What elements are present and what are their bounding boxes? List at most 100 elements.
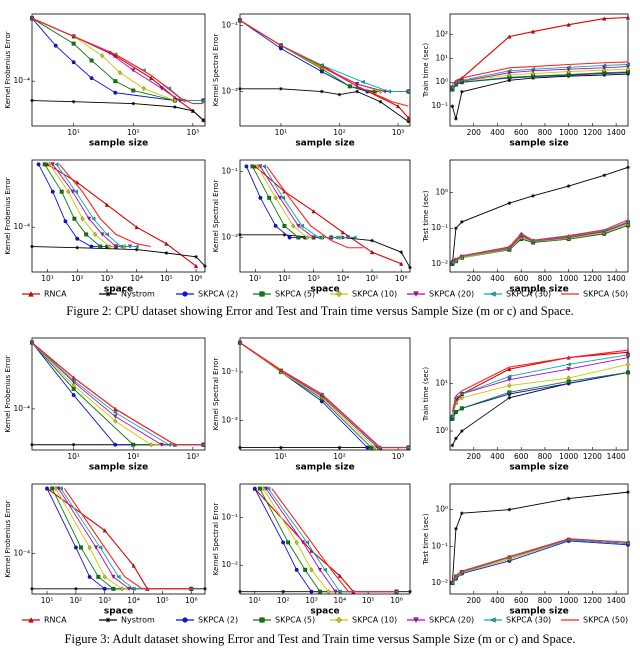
x-tick-label: 10⁶ xyxy=(395,274,408,283)
legend-marker xyxy=(182,617,188,623)
data-point xyxy=(100,232,105,237)
x-tick-label: 400 xyxy=(490,128,505,137)
data-point xyxy=(177,98,182,103)
data-point xyxy=(450,580,455,585)
series-line xyxy=(254,488,397,593)
data-point xyxy=(334,235,339,240)
y-tick-label: 10⁻¹ xyxy=(221,167,238,176)
series-line xyxy=(31,342,204,446)
data-point xyxy=(194,264,199,269)
x-tick-label: 400 xyxy=(490,274,505,283)
data-point xyxy=(113,244,118,249)
data-point xyxy=(201,98,206,103)
data-point xyxy=(45,486,50,491)
x-tick-label: 10¹ xyxy=(249,596,262,605)
data-point xyxy=(89,58,94,63)
data-point xyxy=(73,189,78,194)
x-tick-label: 10⁵ xyxy=(160,274,173,283)
data-point xyxy=(566,496,571,501)
data-point xyxy=(507,201,512,205)
series-line xyxy=(51,488,192,590)
x-tick-label: 400 xyxy=(490,452,505,461)
plot-frame xyxy=(449,159,629,273)
data-point xyxy=(326,589,331,595)
x-tick-label: 10⁴ xyxy=(337,274,350,283)
legend-label: SKPCA (50) xyxy=(583,290,628,299)
data-point xyxy=(141,85,146,91)
data-point xyxy=(279,87,283,91)
data-point xyxy=(408,265,412,270)
x-tick-label: 10² xyxy=(70,596,83,605)
data-point xyxy=(111,574,116,579)
series-line xyxy=(451,539,629,584)
series-line xyxy=(240,88,409,122)
y-tick-label: 10⁻¹ xyxy=(431,541,448,550)
plot-frame xyxy=(239,13,411,127)
legend-marker xyxy=(259,291,265,297)
series-line xyxy=(31,342,204,446)
data-point xyxy=(626,370,630,375)
data-point xyxy=(360,79,365,84)
y-axis-label: Test time (sec) xyxy=(422,190,430,243)
data-point xyxy=(365,445,370,450)
data-point xyxy=(134,225,139,230)
data-point xyxy=(87,574,92,579)
data-point xyxy=(173,105,177,109)
series-line xyxy=(60,488,192,590)
data-point xyxy=(116,574,121,579)
data-point xyxy=(58,486,63,491)
y-axis-label: Kernel Frobenius Error xyxy=(4,500,12,577)
legend-label: SKPCA (30) xyxy=(506,290,551,299)
series-line xyxy=(263,166,355,238)
data-point xyxy=(87,545,92,551)
data-point xyxy=(309,589,314,594)
y-tick-label: 10⁻¹ xyxy=(221,512,238,521)
data-point xyxy=(134,247,139,252)
series-line xyxy=(239,342,409,449)
x-tick-label: 10¹ xyxy=(275,128,288,137)
x-tick-label: 200 xyxy=(467,274,482,283)
x-tick-label: 200 xyxy=(467,128,482,137)
data-point xyxy=(54,162,59,167)
data-point xyxy=(626,66,630,72)
x-tick-label: 1400 xyxy=(607,452,626,461)
x-tick-label: 10² xyxy=(127,128,140,137)
series-line xyxy=(452,222,629,263)
data-point xyxy=(149,76,154,81)
series-line xyxy=(31,342,204,446)
data-point xyxy=(460,220,464,224)
data-point xyxy=(104,202,109,207)
y-tick-label: 10¹ xyxy=(435,378,448,387)
y-axis-label: Test time (sec) xyxy=(422,513,430,566)
x-tick-label: 200 xyxy=(467,452,482,461)
data-point xyxy=(131,563,136,568)
data-point xyxy=(50,162,55,167)
data-point xyxy=(277,195,282,200)
data-point xyxy=(53,485,58,491)
x-tick-label: 800 xyxy=(538,274,553,283)
x-axis-label: sample size xyxy=(509,607,568,617)
legend-marker xyxy=(259,617,265,623)
x-tick-label: 10³ xyxy=(187,452,200,461)
data-point xyxy=(30,98,34,103)
x-tick-label: 10⁴ xyxy=(127,596,140,605)
data-point xyxy=(71,99,76,104)
x-tick-label: 10² xyxy=(277,596,290,605)
legend-label: SKPCA (10) xyxy=(352,290,397,299)
series-line xyxy=(254,165,402,265)
series-line xyxy=(46,488,192,590)
data-point xyxy=(172,98,177,104)
data-point xyxy=(244,164,249,169)
data-point xyxy=(566,22,571,27)
data-point xyxy=(36,162,41,167)
series-line xyxy=(451,539,629,584)
x-axis-label: sample size xyxy=(295,139,354,149)
data-point xyxy=(282,223,287,228)
data-point xyxy=(459,395,464,401)
data-point xyxy=(30,244,34,249)
y-tick-label: 10⁰ xyxy=(435,505,448,514)
data-point xyxy=(59,189,64,194)
plot-frame xyxy=(239,159,411,273)
data-point xyxy=(194,255,198,259)
x-tick-label: 10⁴ xyxy=(334,596,347,605)
